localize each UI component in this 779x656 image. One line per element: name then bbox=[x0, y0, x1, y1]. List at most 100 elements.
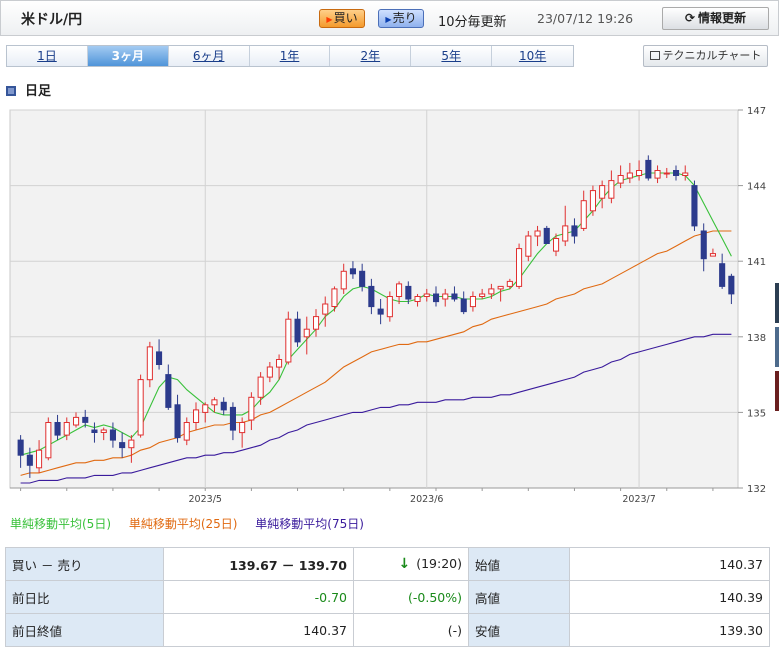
tab-2y[interactable]: 2年 bbox=[330, 46, 412, 66]
candle-body bbox=[220, 401, 227, 411]
candle-body bbox=[636, 170, 643, 176]
technical-chart-label: テクニカルチャート bbox=[662, 49, 762, 62]
candle-body bbox=[322, 303, 329, 315]
candle-body bbox=[146, 346, 153, 381]
open-label: 始値 bbox=[468, 547, 570, 581]
y-tick-label: 135 bbox=[747, 408, 766, 419]
candle-body bbox=[109, 429, 117, 441]
candle-body bbox=[119, 442, 126, 449]
prev-close-extra: (-) bbox=[353, 613, 469, 647]
tab-1d[interactable]: 1日 bbox=[7, 46, 88, 66]
x-tick-label: 2023/5 bbox=[189, 494, 222, 505]
header-bar: 米ドル/円 ▶買い ▶売り 10分毎更新 23/07/12 19:26 ⟳ 情報更… bbox=[0, 0, 779, 36]
candle-body bbox=[128, 439, 135, 449]
candle-body bbox=[608, 180, 615, 199]
candle-body bbox=[506, 280, 513, 287]
tab-3m[interactable]: 3ヶ月 bbox=[87, 46, 169, 66]
candle-body bbox=[45, 422, 52, 459]
candle-body bbox=[571, 225, 578, 237]
candle-body bbox=[700, 230, 707, 260]
technical-chart-button[interactable]: テクニカルチャート bbox=[643, 45, 768, 67]
candle-body bbox=[156, 351, 163, 365]
candle-body bbox=[285, 318, 292, 363]
candle-body bbox=[202, 404, 209, 413]
candle-body bbox=[534, 230, 541, 237]
candle-body bbox=[294, 318, 301, 343]
candle-body bbox=[239, 422, 246, 434]
candle-body bbox=[516, 248, 523, 287]
candle-body bbox=[479, 293, 486, 297]
candle-body bbox=[497, 285, 504, 290]
candle-body bbox=[340, 270, 347, 290]
prev-close-label: 前日終値 bbox=[5, 613, 164, 647]
legend-ma75: 単純移動平均(75日) bbox=[255, 517, 364, 531]
window-icon bbox=[649, 51, 660, 60]
buy-label: 買い bbox=[333, 11, 358, 25]
candle-body bbox=[26, 454, 33, 466]
down-arrow-icon: ↓ bbox=[398, 556, 411, 572]
candle-body bbox=[442, 293, 449, 300]
refresh-button[interactable]: ⟳ 情報更新 bbox=[662, 7, 769, 30]
y-tick-label: 144 bbox=[747, 182, 766, 193]
candle-body bbox=[193, 409, 200, 423]
table-row: 前日終値 140.37 (-) 安値 139.30 bbox=[5, 613, 770, 647]
tab-10y[interactable]: 10年 bbox=[518, 49, 547, 63]
tab-6m[interactable]: 6ヶ月 bbox=[169, 46, 250, 66]
legend-ma25: 単純移動平均(25日) bbox=[128, 517, 238, 531]
candle-body bbox=[165, 374, 172, 408]
buy-button[interactable]: ▶買い bbox=[319, 9, 365, 28]
candle-body bbox=[423, 293, 430, 297]
candle-body bbox=[82, 416, 89, 423]
tab-5y[interactable]: 5年 bbox=[411, 46, 493, 66]
candle-body bbox=[645, 159, 652, 179]
candle-body bbox=[100, 429, 107, 433]
refresh-label: 情報更新 bbox=[698, 11, 747, 25]
y-tick-label: 147 bbox=[747, 106, 766, 117]
candle-body bbox=[626, 172, 633, 179]
candle-body bbox=[183, 422, 190, 441]
section-title: 日足 bbox=[6, 80, 51, 99]
low-label: 安値 bbox=[468, 613, 570, 647]
quote-table: 買い － 売り 139.67 － 139.70 ↓ (19:20) 始値 140.… bbox=[5, 547, 770, 647]
candle-body bbox=[313, 316, 320, 330]
candle-body bbox=[54, 422, 61, 436]
candle-body bbox=[673, 170, 680, 176]
candle-body bbox=[719, 263, 726, 287]
candle-body bbox=[211, 399, 218, 406]
candle-body bbox=[682, 172, 689, 176]
high-value: 140.39 bbox=[569, 580, 770, 614]
candle-body bbox=[36, 449, 43, 469]
candle-body bbox=[589, 190, 597, 212]
period-tabs: 1日 3ヶ月 6ヶ月 1年 2年 5年 10年 bbox=[6, 45, 574, 67]
candle-body bbox=[174, 404, 181, 439]
high-label: 高値 bbox=[468, 580, 570, 614]
y-tick-label: 138 bbox=[747, 333, 766, 344]
candle-body bbox=[562, 225, 569, 242]
quote-time-cell: ↓ (19:20) bbox=[353, 547, 469, 581]
candle-body bbox=[469, 296, 476, 308]
ma75-line bbox=[20, 333, 732, 484]
candle-body bbox=[728, 275, 735, 295]
candle-body bbox=[617, 175, 624, 184]
candle-body bbox=[405, 285, 412, 300]
candle-body bbox=[543, 227, 550, 244]
candle-body bbox=[414, 296, 421, 302]
candle-body bbox=[709, 253, 717, 257]
candle-body bbox=[599, 185, 606, 199]
candle-body bbox=[525, 235, 532, 257]
ma25-line bbox=[20, 230, 732, 476]
chart-svg: 147 144 141 138 135 132 2023/5 2023/6 2023/7 bbox=[9, 106, 766, 505]
legend-ma5: 単純移動平均(5日) bbox=[10, 517, 111, 531]
candle-body bbox=[654, 170, 661, 179]
triangle-right-icon: ▶ bbox=[385, 15, 392, 24]
candle-body bbox=[553, 238, 560, 252]
candle-body bbox=[580, 200, 587, 229]
candle-body bbox=[663, 172, 670, 175]
tab-1y[interactable]: 1年 bbox=[250, 46, 331, 66]
candle-body bbox=[248, 396, 255, 421]
candle-body bbox=[229, 406, 236, 431]
table-row: 前日比 -0.70 (-0.50%) 高値 140.39 bbox=[5, 580, 770, 614]
sell-button[interactable]: ▶売り bbox=[378, 9, 424, 28]
candle-body bbox=[433, 293, 440, 303]
candle-body bbox=[451, 293, 458, 300]
